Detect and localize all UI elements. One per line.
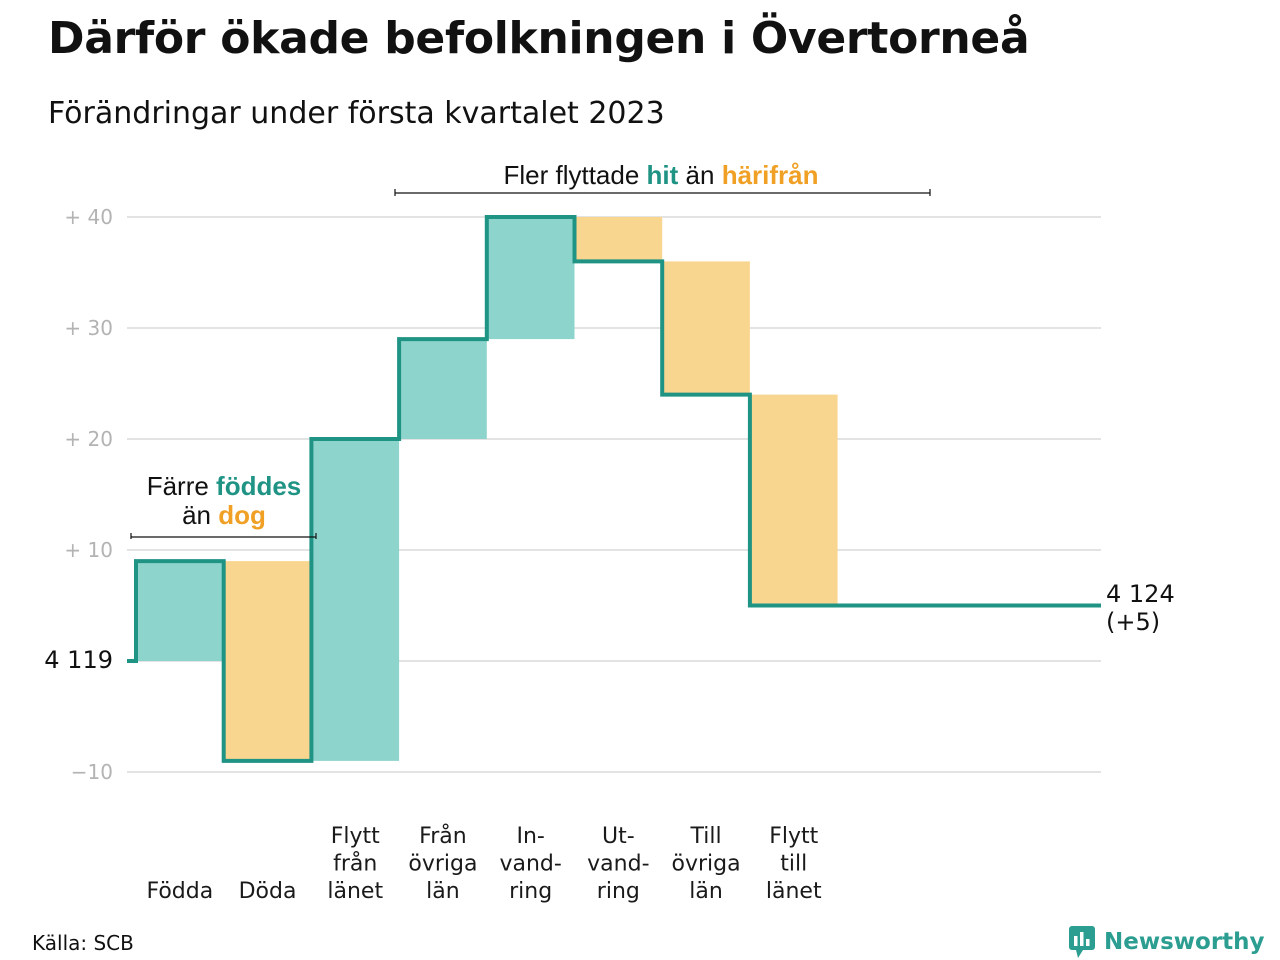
- newsworthy-logo[interactable]: Newsworthy: [1068, 924, 1265, 960]
- bar-emigration: [574, 217, 663, 262]
- bar-moved-to-county: [749, 394, 838, 606]
- category-label-deaths-2: Döda: [239, 879, 297, 904]
- y-tick-label-2: + 20: [64, 427, 113, 451]
- category-label-from-other-counties-2: län: [426, 879, 460, 904]
- bar-births: [136, 561, 224, 661]
- bar-moved-from-county: [311, 439, 400, 761]
- category-label-immigration-1: vand-: [499, 852, 561, 877]
- bar-deaths: [223, 561, 312, 761]
- births-annotation-line2: än dog: [182, 500, 266, 530]
- births-annotation-plain: Färre: [147, 471, 216, 501]
- bar-immigration: [486, 217, 575, 340]
- bar-from-other-counties: [399, 339, 487, 439]
- category-label-emigration-2: ring: [597, 879, 640, 904]
- waterfall-chart: + 40+ 30+ 20+ 10−10 Födda DödaFlyttfrånlä…: [44, 160, 1175, 904]
- chart-title: Därför ökade befolkningen i Övertorneå: [48, 13, 1030, 64]
- births-annotation-line1: Färre föddes: [147, 471, 302, 501]
- category-label-moved-from-county-2: länet: [327, 879, 383, 904]
- category-label-from-other-counties-1: övriga: [408, 852, 477, 877]
- moves-annotation-teal: hit: [647, 160, 679, 190]
- category-label-emigration-1: vand-: [587, 852, 649, 877]
- source-note: Källa: SCB: [32, 931, 134, 955]
- category-label-moved-to-county-2: länet: [766, 879, 822, 904]
- chart-subtitle: Förändringar under första kvartalet 2023: [48, 96, 665, 131]
- category-label-immigration-0: In-: [516, 824, 544, 849]
- category-label-to-other-counties-1: övriga: [672, 852, 741, 877]
- category-label-moved-from-county-0: Flytt: [331, 824, 380, 849]
- category-label-to-other-counties-0: Till: [689, 824, 721, 849]
- moves-annotation-line1: Fler flyttade hit än härifrån: [503, 160, 818, 190]
- bars: [136, 217, 838, 761]
- category-label-moved-to-county-1: till: [780, 852, 807, 877]
- category-labels: Födda DödaFlyttfrånlänetFrånövrigalänIn-v…: [146, 823, 821, 904]
- newsworthy-logo-text: Newsworthy: [1104, 929, 1265, 955]
- y-tick-label-1: + 30: [64, 316, 113, 340]
- births-annotation: Färre föddes än dog: [130, 471, 317, 539]
- y-tick-label-0: + 40: [64, 205, 113, 229]
- y-tick-label-3: + 10: [64, 538, 113, 562]
- y-axis-ticks: + 40 + 30 + 20 + 10 −10: [64, 205, 113, 784]
- moves-annotation-plain: Fler flyttade: [503, 160, 646, 190]
- running-total-line: [127, 215, 1101, 763]
- y-tick-label-5: −10: [71, 760, 113, 784]
- births-annotation-orange: dog: [218, 500, 266, 530]
- newsworthy-logo-icon: [1069, 926, 1095, 958]
- category-label-moved-from-county-1: från: [333, 851, 377, 877]
- moves-annotation-plain2: än: [678, 160, 721, 190]
- moves-annotation-orange: härifrån: [722, 160, 819, 190]
- category-label-emigration-0: Ut-: [602, 824, 635, 849]
- category-label-moved-to-county-0: Flytt: [769, 824, 818, 849]
- end-change-label: (+5): [1106, 608, 1160, 636]
- start-value-label: 4 119: [44, 646, 113, 674]
- category-label-immigration-2: ring: [509, 879, 552, 904]
- end-value-label: 4 124: [1106, 580, 1175, 608]
- moves-annotation-bracket: [394, 189, 931, 196]
- births-annotation-teal: föddes: [216, 471, 301, 501]
- category-label-to-other-counties-2: län: [689, 879, 723, 904]
- category-label-births-2: Födda: [146, 879, 213, 904]
- category-label-from-other-counties-0: Från: [419, 823, 467, 849]
- moves-annotation: Fler flyttade hit än härifrån: [394, 160, 931, 196]
- births-annotation-plain2: än: [182, 500, 218, 530]
- births-annotation-bracket: [130, 533, 317, 539]
- bar-to-other-counties: [662, 261, 750, 395]
